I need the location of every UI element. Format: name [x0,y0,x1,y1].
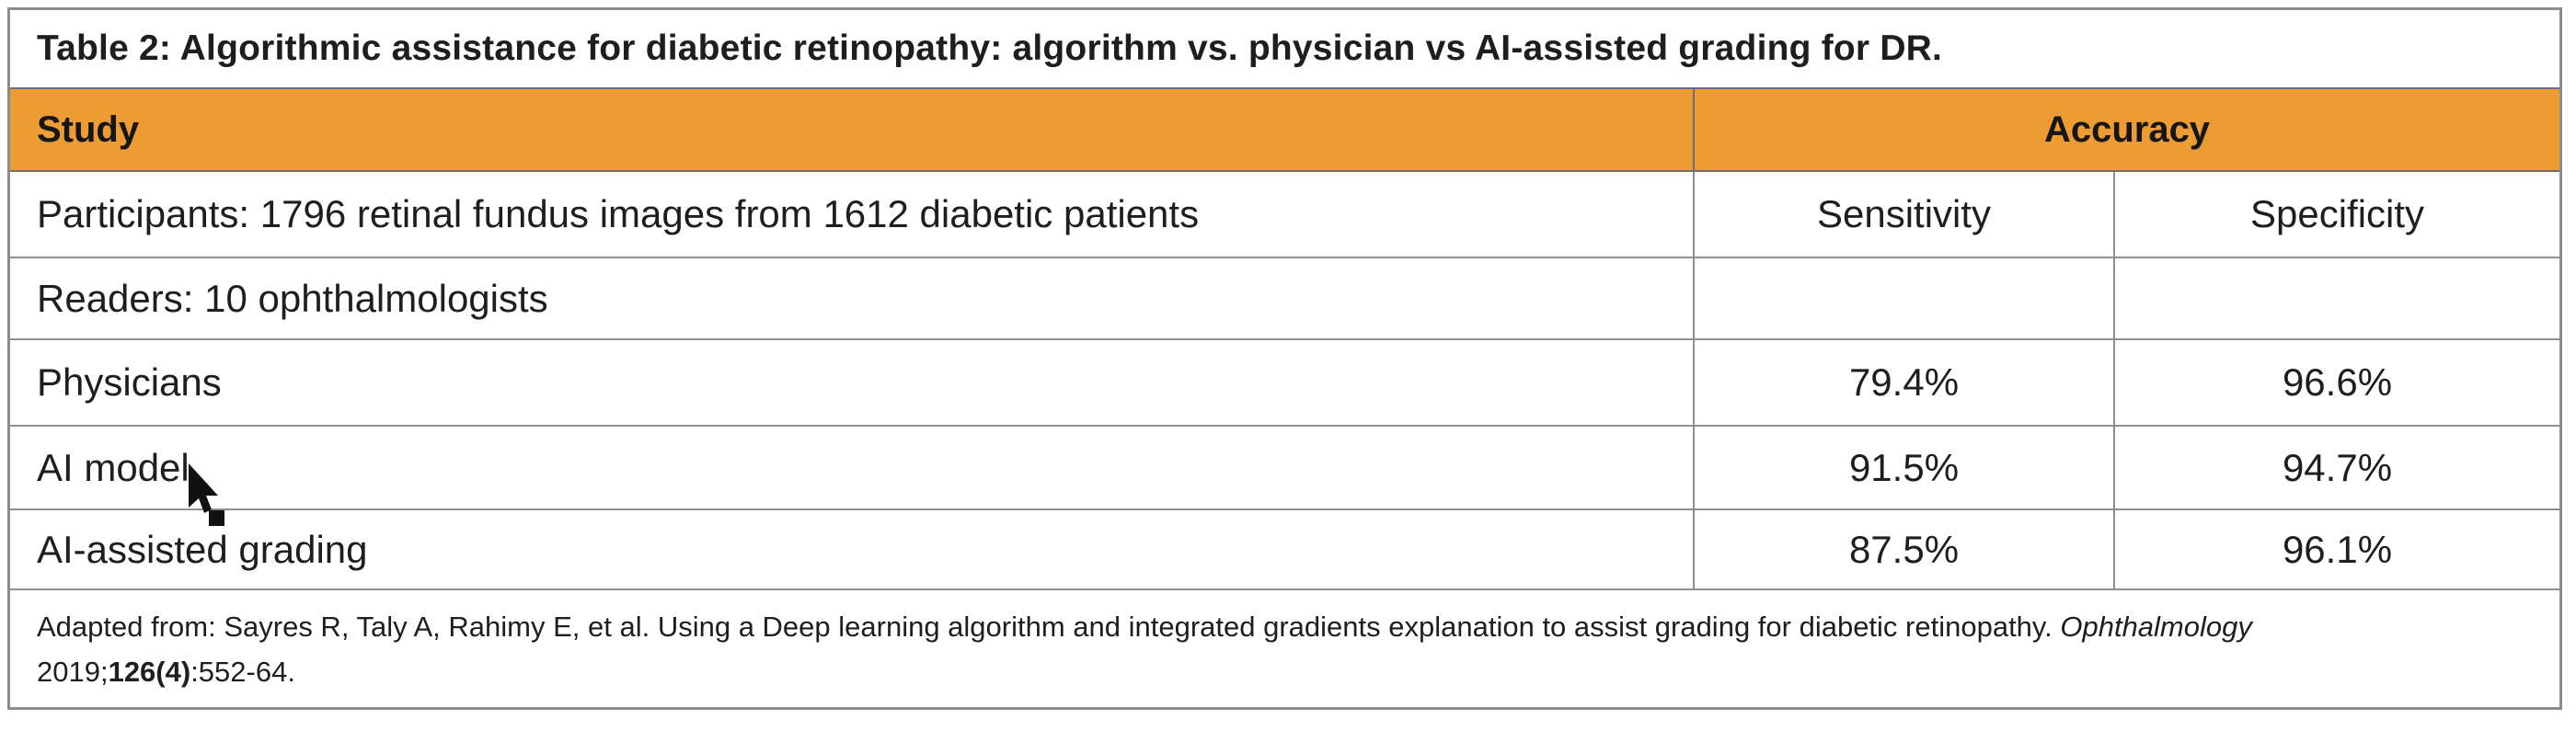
cell-ai-assisted-sensitivity: 87.5% [1693,510,2113,588]
header-accuracy: Accuracy [1693,89,2559,170]
citation: Adapted from: Sayres R, Taly A, Rahimy E… [10,590,2559,707]
cell-readers-sensitivity [1693,258,2113,338]
table-footer-row: Adapted from: Sayres R, Taly A, Rahimy E… [10,588,2559,707]
cell-ai-assisted: AI-assisted grading [37,527,368,571]
subheader-specificity: Specificity [2113,172,2559,257]
cell-readers-specificity [2113,258,2559,338]
header-study: Study [37,109,140,150]
cell-participants: Participants: 1796 retinal fundus images… [37,192,1200,235]
table-row: Participants: 1796 retinal fundus images… [10,170,2559,257]
cell-physicians-specificity: 96.6% [2113,340,2559,425]
citation-text: Adapted from: Sayres R, Taly A, Rahimy E… [37,604,2252,694]
citation-part3: :552-64. [190,655,295,688]
citation-journal: Ophthalmology [2060,610,2252,643]
cell-readers: Readers: 10 ophthalmologists [37,276,548,320]
table-header-row: Study Accuracy [10,87,2559,170]
table-row: Readers: 10 ophthalmologists [10,257,2559,338]
subheader-sensitivity: Sensitivity [1693,172,2113,257]
citation-volume: 126(4) [108,655,191,688]
cell-physicians: Physicians [37,360,222,404]
cell-physicians-sensitivity: 79.4% [1693,340,2113,425]
cell-ai-model-specificity: 94.7% [2113,427,2559,508]
cell-ai-model: AI model [37,445,190,489]
citation-part1: Adapted from: Sayres R, Taly A, Rahimy E… [37,610,2061,643]
cell-ai-model-sensitivity: 91.5% [1693,427,2113,508]
cell-ai-assisted-specificity: 96.1% [2113,510,2559,588]
citation-part2: 2019; [37,655,109,688]
table-row: Physicians 79.4% 96.6% [10,338,2559,425]
table-row: AI model 91.5% 94.7% [10,425,2559,508]
table-title: Table 2: Algorithmic assistance for diab… [37,29,1943,68]
table-title-row: Table 2: Algorithmic assistance for diab… [10,10,2559,87]
table-row: AI-assisted grading 87.5% 96.1% [10,508,2559,588]
mouse-cursor-icon [189,463,224,526]
dr-grading-table: Table 2: Algorithmic assistance for diab… [7,7,2562,710]
